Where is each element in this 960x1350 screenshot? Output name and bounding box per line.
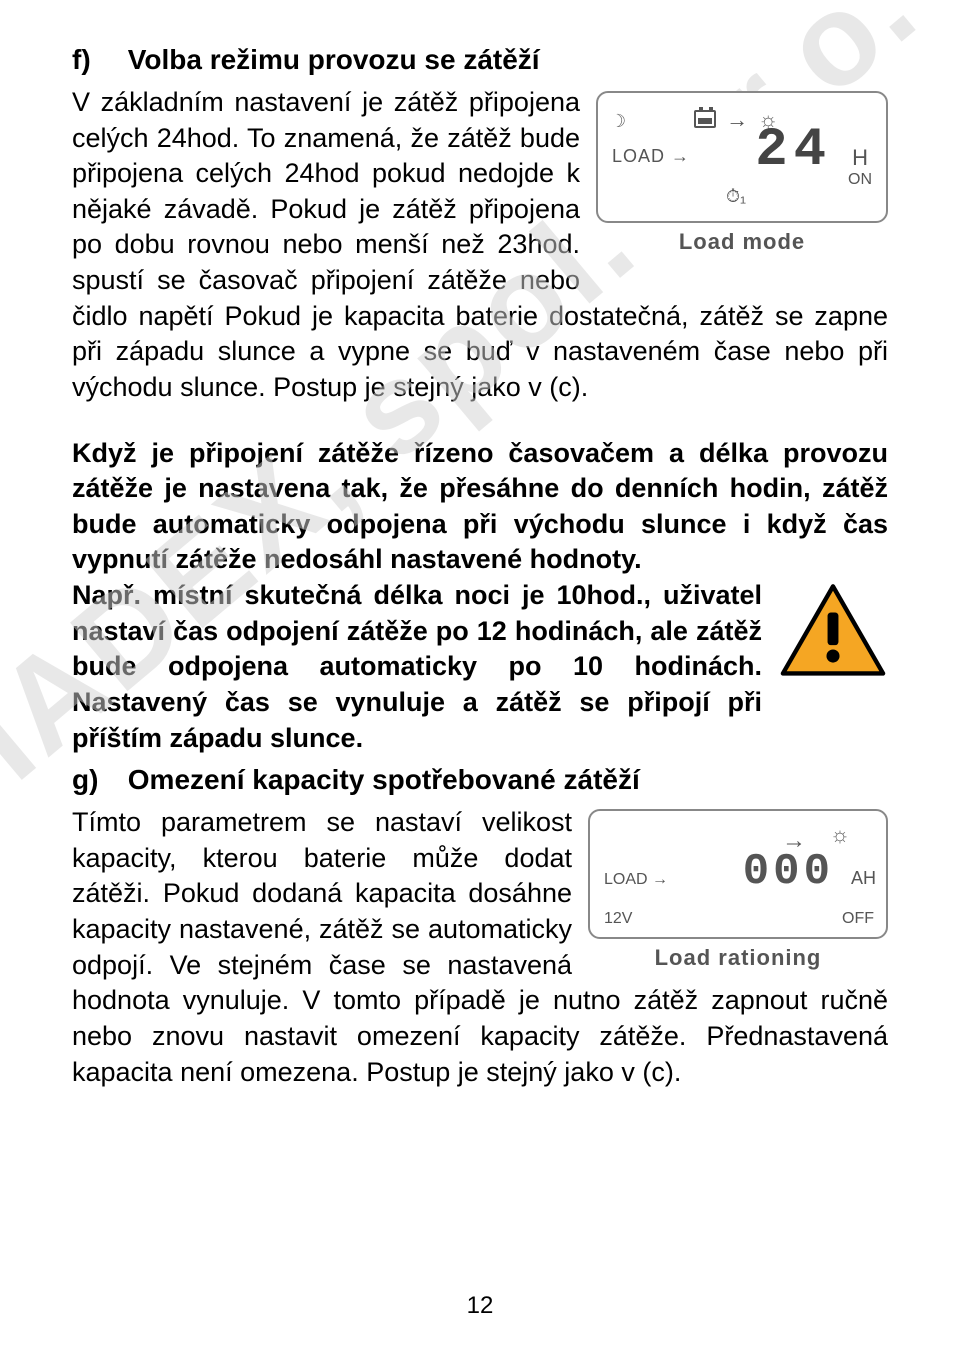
lcd2-off: OFF: [842, 908, 874, 929]
warning-icon: [778, 582, 888, 690]
lcd-display-2: → LOAD → 000 AH 12V OFF: [588, 809, 888, 939]
lcd-load-rationing-figure: → LOAD → 000 AH 12V OFF Load rationing: [588, 809, 888, 972]
bold-paragraph-1: Když je připojení zátěže řízeno časovače…: [72, 436, 888, 579]
page-number: 12: [0, 1290, 960, 1322]
bold-paragraph-2: Např. místní skutečná délka noci je 10ho…: [72, 578, 888, 756]
lcd2-voltage: 12V: [604, 908, 632, 929]
clock-icon: ⏱₁: [726, 185, 746, 209]
section-f-letter: f): [72, 42, 120, 79]
section-f-paragraph: LOAD → 24 H ON ⏱₁ Load mode V základním …: [72, 85, 888, 406]
section-f-heading: f) Volba režimu provozu se zátěží: [72, 42, 888, 79]
lcd1-unit: H: [852, 143, 868, 172]
lcd2-unit: AH: [851, 867, 876, 891]
lcd1-load-label: LOAD →: [612, 145, 690, 169]
lcd2-value: 000: [743, 843, 834, 901]
section-g-heading: g) Omezení kapacity spotřebované zátěží: [72, 762, 888, 799]
section-g-paragraph: → LOAD → 000 AH 12V OFF Load rationing T…: [72, 805, 888, 1090]
lcd1-on: ON: [848, 169, 872, 190]
section-g-title: Omezení kapacity spotřebované zátěží: [128, 764, 640, 795]
battery-icon: [694, 110, 716, 128]
lcd2-load-label: LOAD →: [604, 869, 668, 890]
section-g-letter: g): [72, 762, 120, 799]
lcd1-caption: Load mode: [596, 227, 888, 256]
lcd2-caption: Load rationing: [588, 943, 888, 972]
lcd-display-1: LOAD → 24 H ON ⏱₁: [596, 91, 888, 223]
bold-paragraph-2-text: Např. místní skutečná délka noci je 10ho…: [72, 580, 762, 753]
lcd-load-mode-figure: LOAD → 24 H ON ⏱₁ Load mode: [596, 91, 888, 256]
arrow-icon: [726, 101, 748, 137]
lcd1-value: 24: [755, 115, 832, 186]
section-f-title: Volba režimu provozu se zátěží: [128, 44, 540, 75]
moon-icon: [610, 101, 626, 137]
